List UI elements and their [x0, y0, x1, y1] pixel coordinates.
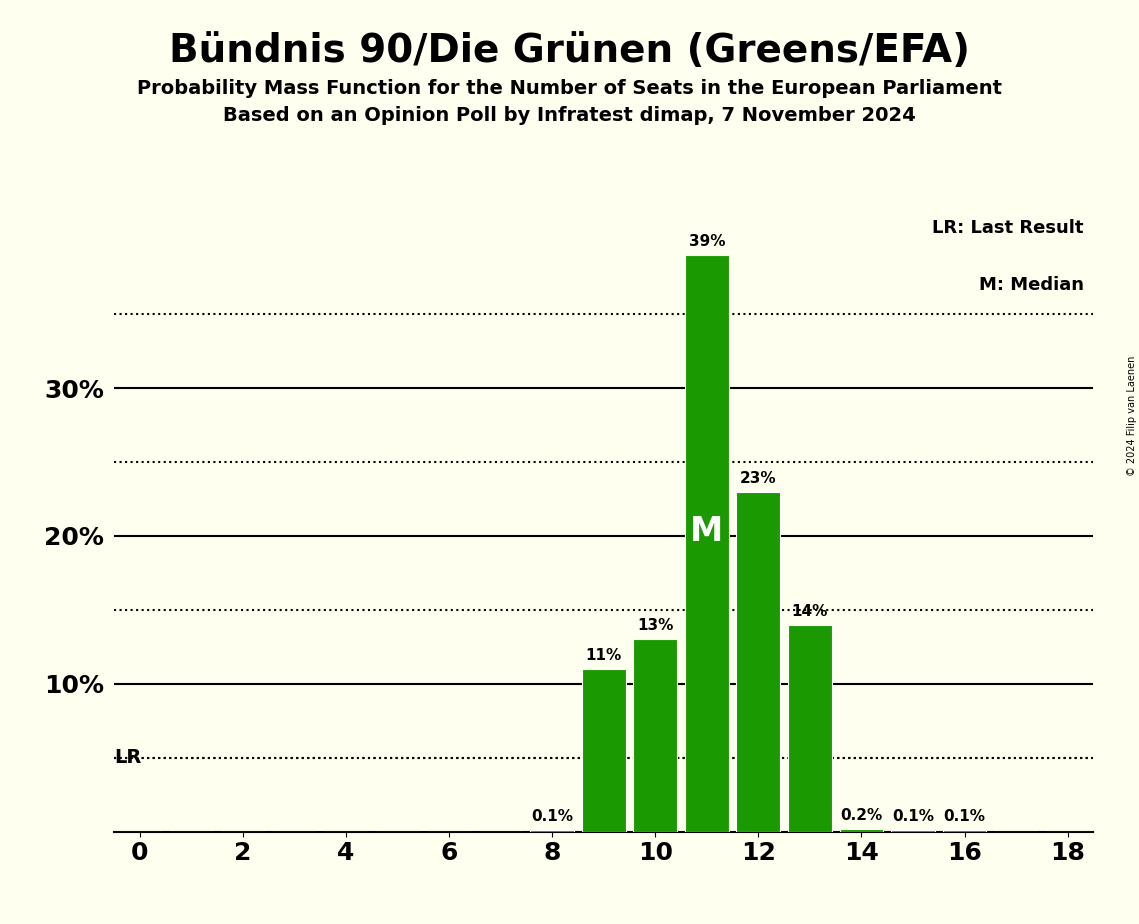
- Bar: [737, 492, 780, 832]
- Text: M: Median: M: Median: [978, 275, 1083, 294]
- Text: 0.1%: 0.1%: [531, 809, 573, 824]
- Bar: [582, 669, 625, 832]
- Text: LR: LR: [114, 748, 141, 767]
- Text: 11%: 11%: [585, 648, 622, 663]
- Bar: [531, 830, 574, 832]
- Bar: [788, 625, 831, 832]
- Text: 0.1%: 0.1%: [943, 809, 985, 824]
- Text: LR: Last Result: LR: Last Result: [932, 219, 1083, 237]
- Bar: [685, 255, 729, 832]
- Text: 14%: 14%: [792, 603, 828, 619]
- Text: Bündnis 90/Die Grünen (Greens/EFA): Bündnis 90/Die Grünen (Greens/EFA): [169, 32, 970, 70]
- Text: 0.2%: 0.2%: [841, 808, 883, 822]
- Text: 0.1%: 0.1%: [892, 809, 934, 824]
- Text: 23%: 23%: [740, 470, 777, 486]
- Text: Based on an Opinion Poll by Infratest dimap, 7 November 2024: Based on an Opinion Poll by Infratest di…: [223, 106, 916, 126]
- Text: 39%: 39%: [689, 234, 726, 249]
- Text: 13%: 13%: [637, 618, 673, 634]
- Text: M: M: [690, 516, 723, 548]
- Bar: [891, 830, 935, 832]
- Bar: [943, 830, 986, 832]
- Bar: [633, 639, 677, 832]
- Text: © 2024 Filip van Laenen: © 2024 Filip van Laenen: [1126, 356, 1137, 476]
- Bar: [839, 829, 884, 832]
- Text: Probability Mass Function for the Number of Seats in the European Parliament: Probability Mass Function for the Number…: [137, 79, 1002, 98]
